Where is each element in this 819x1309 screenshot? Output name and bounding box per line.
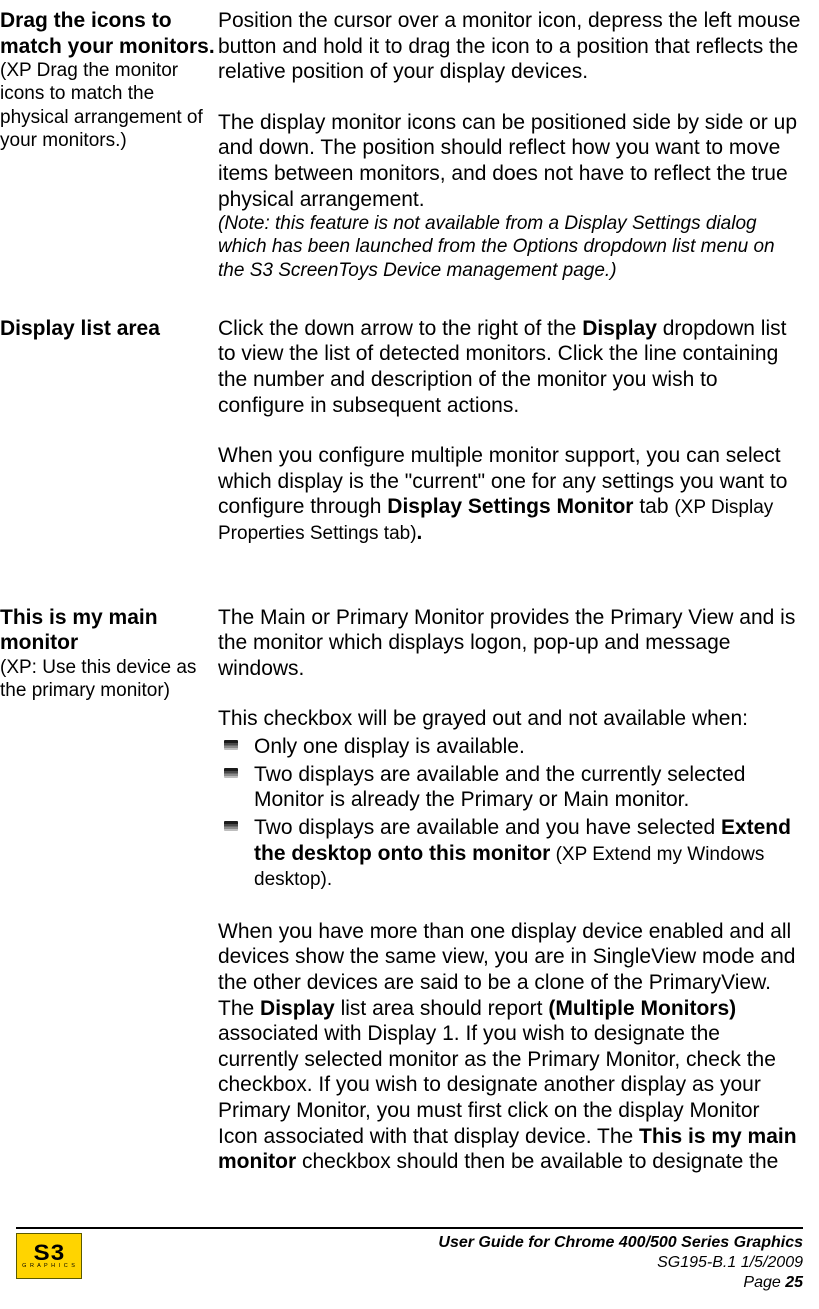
section-title: This is my main monitor xyxy=(0,605,218,656)
bold-run: Display xyxy=(582,317,657,340)
paragraph: This checkbox will be grayed out and not… xyxy=(218,706,803,732)
text-run: checkbox should then be available to des… xyxy=(296,1150,778,1173)
section-display-list: Display list area Click the down arrow t… xyxy=(0,316,803,605)
paragraph: When you configure multiple monitor supp… xyxy=(218,443,803,545)
list-item: Only one display is available. xyxy=(246,734,803,760)
text-run: Click the down arrow to the right of the xyxy=(218,317,582,340)
section-display-list-label: Display list area xyxy=(0,316,218,605)
footer-title: User Guide for Chrome 400/500 Series Gra… xyxy=(438,1233,803,1253)
content-table: Drag the icons to match your monitors. (… xyxy=(0,8,803,1209)
document-page: Drag the icons to match your monitors. (… xyxy=(0,0,819,1309)
section-main-monitor: This is my main monitor (XP: Use this de… xyxy=(0,605,803,1209)
section-title: Display list area xyxy=(0,316,218,342)
paragraph: Position the cursor over a monitor icon,… xyxy=(218,8,803,85)
section-title: Drag the icons to match your monitors. xyxy=(0,8,218,59)
s3-logo-icon: S3 G R A P H I C S xyxy=(16,1233,82,1279)
footer-inner: S3 G R A P H I C S User Guide for Chrome… xyxy=(16,1233,803,1293)
section-display-list-body: Click the down arrow to the right of the… xyxy=(218,316,803,605)
page-number: 25 xyxy=(785,1274,803,1291)
footer-text: User Guide for Chrome 400/500 Series Gra… xyxy=(438,1233,803,1293)
paragraph: When you have more than one display devi… xyxy=(218,919,803,1175)
footer-docinfo: SG195-B.1 1/5/2009 xyxy=(438,1253,803,1273)
text-run: tab xyxy=(633,495,674,518)
text-run: list area should report xyxy=(335,997,549,1020)
page-label: Page xyxy=(743,1274,785,1291)
list-item: Two displays are available and you have … xyxy=(246,815,803,892)
section-main-monitor-label: This is my main monitor (XP: Use this de… xyxy=(0,605,218,1209)
bold-run: . xyxy=(417,521,423,544)
page-footer: S3 G R A P H I C S User Guide for Chrome… xyxy=(0,1227,819,1293)
section-drag-icons: Drag the icons to match your monitors. (… xyxy=(0,8,803,316)
list-item: Two displays are available and the curre… xyxy=(246,762,803,813)
bold-run: Display xyxy=(260,997,335,1020)
paragraph: The Main or Primary Monitor provides the… xyxy=(218,605,803,682)
footer-page: Page 25 xyxy=(438,1273,803,1293)
section-subtitle: (XP: Use this device as the primary moni… xyxy=(0,656,218,702)
paragraph: The display monitor icons can be positio… xyxy=(218,110,803,212)
section-drag-icons-label: Drag the icons to match your monitors. (… xyxy=(0,8,218,316)
paragraph: Click the down arrow to the right of the… xyxy=(218,316,803,418)
note-text: (Note: this feature is not available fro… xyxy=(218,212,803,282)
footer-rule xyxy=(16,1227,803,1229)
bold-run: Display Settings Monitor xyxy=(387,495,633,518)
section-subtitle: (XP Drag the monitor icons to match the … xyxy=(0,59,218,152)
bullet-list: Only one display is available. Two displ… xyxy=(218,734,803,892)
bold-run: (Multiple Monitors) xyxy=(548,997,736,1020)
text-run: Two displays are available and you have … xyxy=(254,816,721,839)
section-main-monitor-body: The Main or Primary Monitor provides the… xyxy=(218,605,803,1209)
logo-main-text: S3 xyxy=(33,1243,65,1263)
section-drag-icons-body: Position the cursor over a monitor icon,… xyxy=(218,8,803,316)
